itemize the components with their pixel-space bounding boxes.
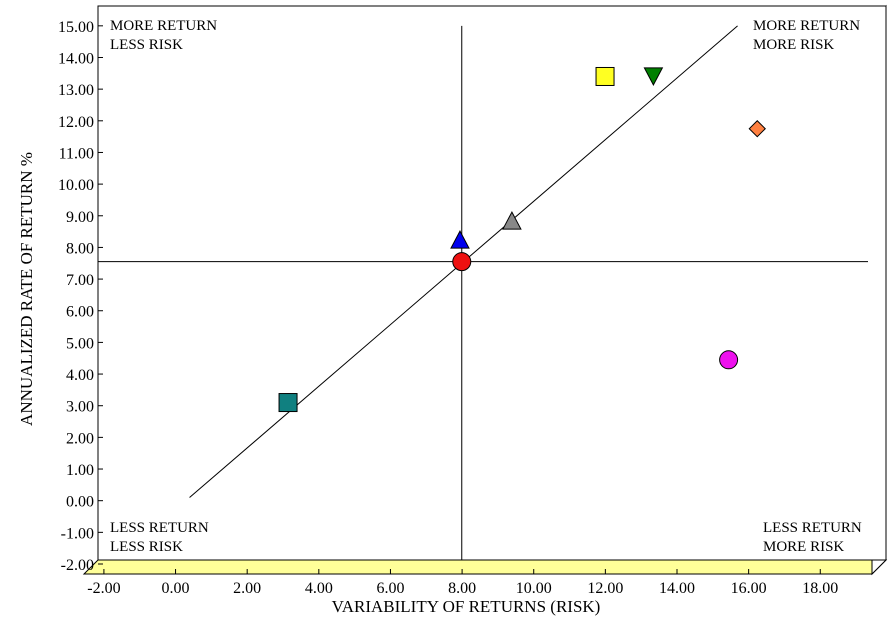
y-tick-label: 6.00 xyxy=(66,304,94,321)
y-tick-label: 9.00 xyxy=(66,209,94,226)
y-tick-label: 0.00 xyxy=(66,494,94,511)
data-point-diamond xyxy=(748,120,766,138)
y-tick-label: 2.00 xyxy=(66,430,94,447)
quadrant-label-top-left: LESS RISK xyxy=(110,37,183,53)
data-point-triangle-down xyxy=(643,67,664,86)
quadrant-label-top-right: MORE RETURN xyxy=(753,18,860,34)
data-point-circle xyxy=(719,350,739,370)
x-tick-label: 6.00 xyxy=(376,580,404,597)
x-tick-label: 10.00 xyxy=(516,580,552,597)
y-tick-label: 1.00 xyxy=(66,462,94,479)
y-tick-label: -2.00 xyxy=(61,557,94,574)
quadrant-label-top-right: MORE RISK xyxy=(753,37,834,53)
x-tick-label: 2.00 xyxy=(233,580,261,597)
data-point-circle-cross xyxy=(452,252,472,272)
data-point-square xyxy=(595,66,615,86)
x-tick-label: -2.00 xyxy=(87,580,120,597)
quadrant-label-bottom-right: MORE RISK xyxy=(763,539,844,555)
y-tick-label: 8.00 xyxy=(66,240,94,257)
quadrant-label-top-left: MORE RETURN xyxy=(110,18,217,34)
y-tick-label: -1.00 xyxy=(61,525,94,542)
x-axis-ticks: -2.00 0.00 2.00 4.00 6.00 8.00 10.00 12.00 14.00… xyxy=(87,569,838,597)
x-tick-label: 14.00 xyxy=(659,580,695,597)
data-points xyxy=(278,66,766,413)
x-tick-label: 12.00 xyxy=(587,580,623,597)
y-tick-label: 3.00 xyxy=(66,399,94,416)
quadrant-label-bottom-left: LESS RISK xyxy=(110,539,183,555)
y-axis-label: ANNUALIZED RATE OF RETURN % xyxy=(17,152,36,426)
y-tick-label: 4.00 xyxy=(66,367,94,384)
data-point-square xyxy=(278,393,298,413)
x-tick-label: 18.00 xyxy=(802,580,838,597)
plot-area xyxy=(97,5,887,561)
data-point-triangle-up xyxy=(502,211,522,230)
data-point-triangle-up xyxy=(450,230,470,249)
y-tick-label: 5.00 xyxy=(66,335,94,352)
x-tick-label: 16.00 xyxy=(731,580,767,597)
y-tick-label: 10.00 xyxy=(58,177,94,194)
y-tick-label: 11.00 xyxy=(59,145,94,162)
y-tick-label: 13.00 xyxy=(58,82,94,99)
y-axis-ticks: -2.00 -1.00 0.00 1.00 2.00 3.00 4.00 5.00 6.00 7.… xyxy=(58,19,103,574)
y-tick-label: 12.00 xyxy=(58,114,94,131)
quadrant-labels: MORE RETURN LESS RISK MORE RETURN MORE RISK… xyxy=(110,18,862,555)
x-tick-label: 4.00 xyxy=(305,580,333,597)
quadrant-label-bottom-right: LESS RETURN xyxy=(763,520,862,536)
y-tick-label: 14.00 xyxy=(58,50,94,67)
chart-floor xyxy=(82,559,888,575)
y-tick-label: 15.00 xyxy=(58,19,94,36)
x-tick-label: 0.00 xyxy=(162,580,190,597)
y-tick-label: 7.00 xyxy=(66,272,94,289)
x-tick-label: 8.00 xyxy=(448,580,476,597)
x-axis-label: VARIABILITY OF RETURNS (RISK) xyxy=(332,597,601,616)
quadrant-label-bottom-left: LESS RETURN xyxy=(110,520,209,536)
